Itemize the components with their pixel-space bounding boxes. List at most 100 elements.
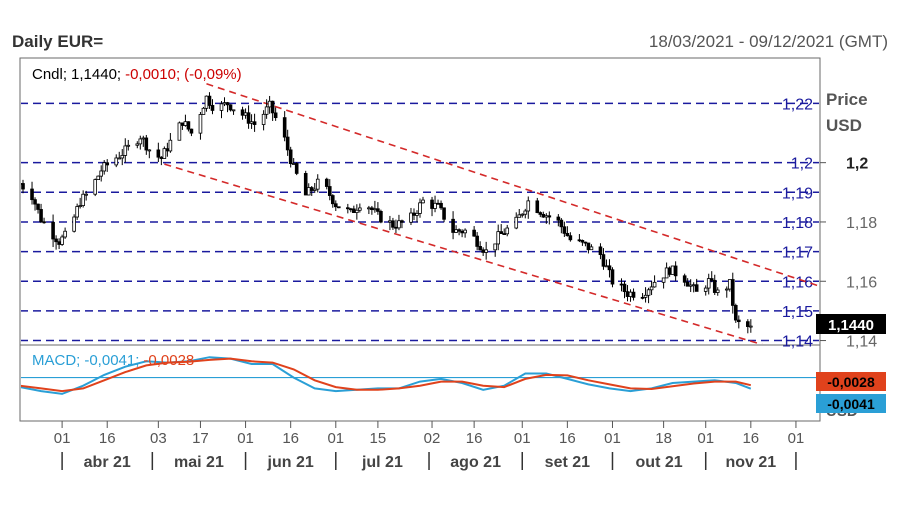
candle-body <box>457 229 461 232</box>
legend-change: -0,0010; <box>125 66 180 83</box>
candle-body <box>412 212 416 216</box>
level-label: 1,2 <box>791 156 813 173</box>
signal-value-tag: -0,0028 <box>816 372 886 391</box>
candle-body <box>303 173 308 196</box>
candle-body <box>222 102 227 105</box>
candle-body <box>415 213 419 216</box>
candle-body <box>42 221 46 224</box>
candle-body <box>652 281 657 288</box>
x-tick-label: 01 <box>697 430 714 447</box>
candle-body <box>517 214 522 218</box>
candle-body <box>75 206 79 218</box>
candle-body <box>391 220 395 228</box>
candle-body <box>189 128 194 134</box>
candle-body <box>502 233 507 235</box>
candle-body <box>165 148 170 152</box>
candle-body <box>664 267 669 279</box>
candle-body <box>733 305 738 321</box>
candle-body <box>619 283 624 286</box>
level-label: 1,17 <box>782 245 813 262</box>
month-label: out 21 <box>636 454 683 471</box>
candle-body <box>138 138 143 145</box>
x-tick-label: 02 <box>424 430 441 447</box>
candle-body <box>568 235 573 241</box>
candle-body <box>749 325 753 328</box>
candle-body <box>147 149 152 152</box>
candle-body <box>81 193 85 206</box>
candle-body <box>730 279 735 306</box>
candle-body <box>580 239 585 243</box>
month-label: ago 21 <box>450 454 501 471</box>
candle-body <box>688 284 693 287</box>
candle-body <box>219 103 224 111</box>
macd-legend: MACD; -0,0041; -0,0028 <box>32 352 194 369</box>
candle-body <box>370 207 374 210</box>
candle-body <box>198 114 203 134</box>
candle-body <box>39 209 43 223</box>
legend-series-name: Cndl; <box>32 66 67 83</box>
candle-body <box>643 294 648 298</box>
x-tick-label: 01 <box>604 430 621 447</box>
candle-body <box>541 213 546 218</box>
candle-body <box>261 113 266 125</box>
candle-body <box>622 283 627 293</box>
month-label: mai 21 <box>174 454 224 471</box>
x-tick-label: 03 <box>150 430 167 447</box>
price-axis-unit: USD <box>826 116 862 135</box>
candle-body <box>523 210 528 215</box>
candle-body <box>421 199 425 204</box>
candle-body <box>598 246 603 256</box>
candle-body <box>126 144 131 147</box>
candle-body <box>240 109 245 116</box>
level-label: 1,16 <box>782 274 813 291</box>
candle-body <box>514 216 519 229</box>
candle-body <box>36 203 40 210</box>
candle-body <box>715 289 720 293</box>
candle-body <box>709 278 714 281</box>
month-label: nov 21 <box>725 454 776 471</box>
candle-body <box>577 239 582 242</box>
y-tick-label: 1,14 <box>846 334 877 351</box>
price-legend: Cndl; 1,1440; -0,0010; (-0,09%) <box>32 66 242 83</box>
candle-body <box>225 102 230 106</box>
candle-body <box>646 289 651 296</box>
candle-body <box>336 206 341 209</box>
candle-body <box>601 254 606 267</box>
date-range: 18/03/2021 - 09/12/2021 (GMT) <box>649 32 888 51</box>
x-tick-label: 17 <box>192 430 209 447</box>
candle-body <box>544 215 549 218</box>
candle-body <box>352 208 356 213</box>
month-label: set 21 <box>545 454 590 471</box>
candle-body <box>746 321 750 327</box>
level-label: 1,15 <box>782 304 813 321</box>
candle-body <box>460 230 464 234</box>
svg-text:Cndl;1,1440;-0,0010;(-0,09%): Cndl; 1,1440; -0,0010; (-0,09%) <box>32 66 242 83</box>
candle-body <box>493 243 497 251</box>
candle-body <box>625 291 630 297</box>
candle-body <box>547 215 552 218</box>
macd-legend-name: MACD; <box>32 352 80 369</box>
candle-body <box>84 193 88 196</box>
candle-body <box>105 162 110 166</box>
candle-body <box>526 200 531 212</box>
candle-body <box>355 209 359 213</box>
candle-body <box>201 107 206 115</box>
candle-body <box>727 279 732 290</box>
level-label: 1,19 <box>782 185 813 202</box>
x-tick-label: 15 <box>370 430 387 447</box>
candle-body <box>397 220 401 229</box>
candle-body <box>99 170 104 177</box>
candle-body <box>583 241 588 244</box>
candle-body <box>156 149 161 158</box>
candle-body <box>333 203 338 208</box>
candle-body <box>207 95 212 106</box>
y-tick-label: 1,2 <box>846 156 868 173</box>
candle-body <box>273 112 278 119</box>
candle-body <box>559 219 564 228</box>
candle-body <box>499 231 504 234</box>
candle-body <box>306 187 311 196</box>
candle-body <box>631 291 636 298</box>
candle-body <box>379 210 383 223</box>
candle-body <box>640 296 645 299</box>
x-tick-label: 16 <box>559 430 576 447</box>
